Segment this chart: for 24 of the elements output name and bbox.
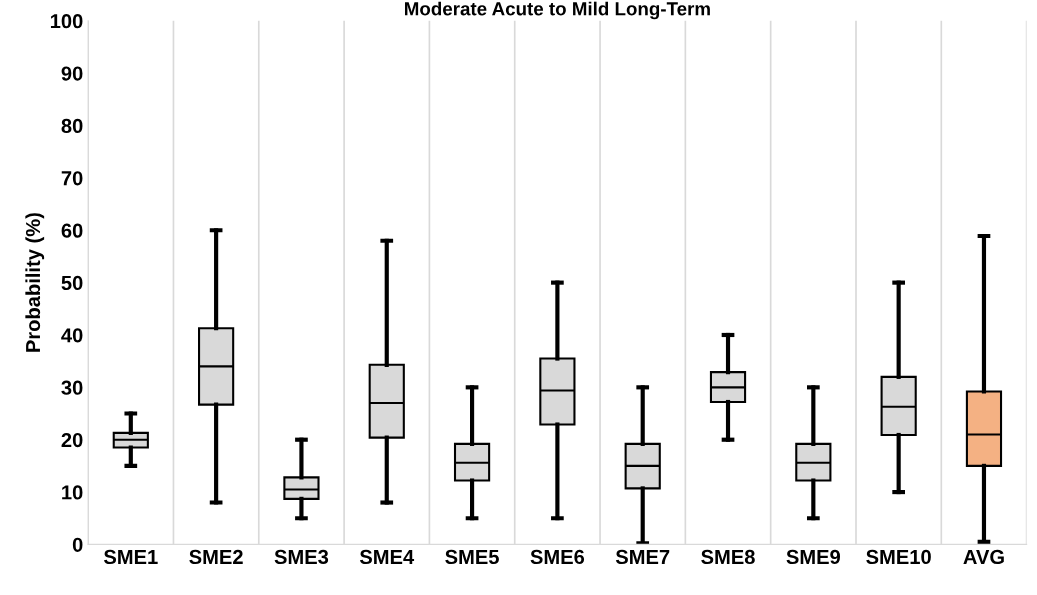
x-tick-label: SME2 <box>189 549 243 565</box>
x-tick-label: AVG <box>963 549 1004 565</box>
x-tick-label: SME8 <box>701 549 755 565</box>
y-tick-label: 80 <box>61 118 83 134</box>
y-tick-label: 10 <box>62 485 83 500</box>
x-tick-label: SME5 <box>445 549 499 565</box>
x-tick-label: SME3 <box>274 549 329 565</box>
y-tick-label: 100 <box>50 14 83 29</box>
y-tick-label: 90 <box>61 66 83 81</box>
y-tick-label: 50 <box>61 275 83 291</box>
x-tick-label: SME10 <box>866 549 931 565</box>
y-axis-title: Probability (%) <box>25 213 45 352</box>
x-tick-label: SME1 <box>103 549 158 565</box>
x-tick-label: SME4 <box>359 549 415 565</box>
x-tick-label: SME9 <box>786 549 841 565</box>
y-tick-label: 30 <box>61 380 83 395</box>
y-tick-label: 20 <box>61 432 83 448</box>
y-tick-label: 0 <box>72 537 83 552</box>
x-tick-label: SME7 <box>615 549 670 565</box>
y-tick-label: 40 <box>61 328 83 343</box>
y-tick-label: 70 <box>61 171 83 186</box>
chart-title: Moderate Acute to Mild Long-Term <box>405 1 710 20</box>
y-tick-label: 60 <box>61 223 83 238</box>
x-tick-label: SME6 <box>530 549 585 565</box>
